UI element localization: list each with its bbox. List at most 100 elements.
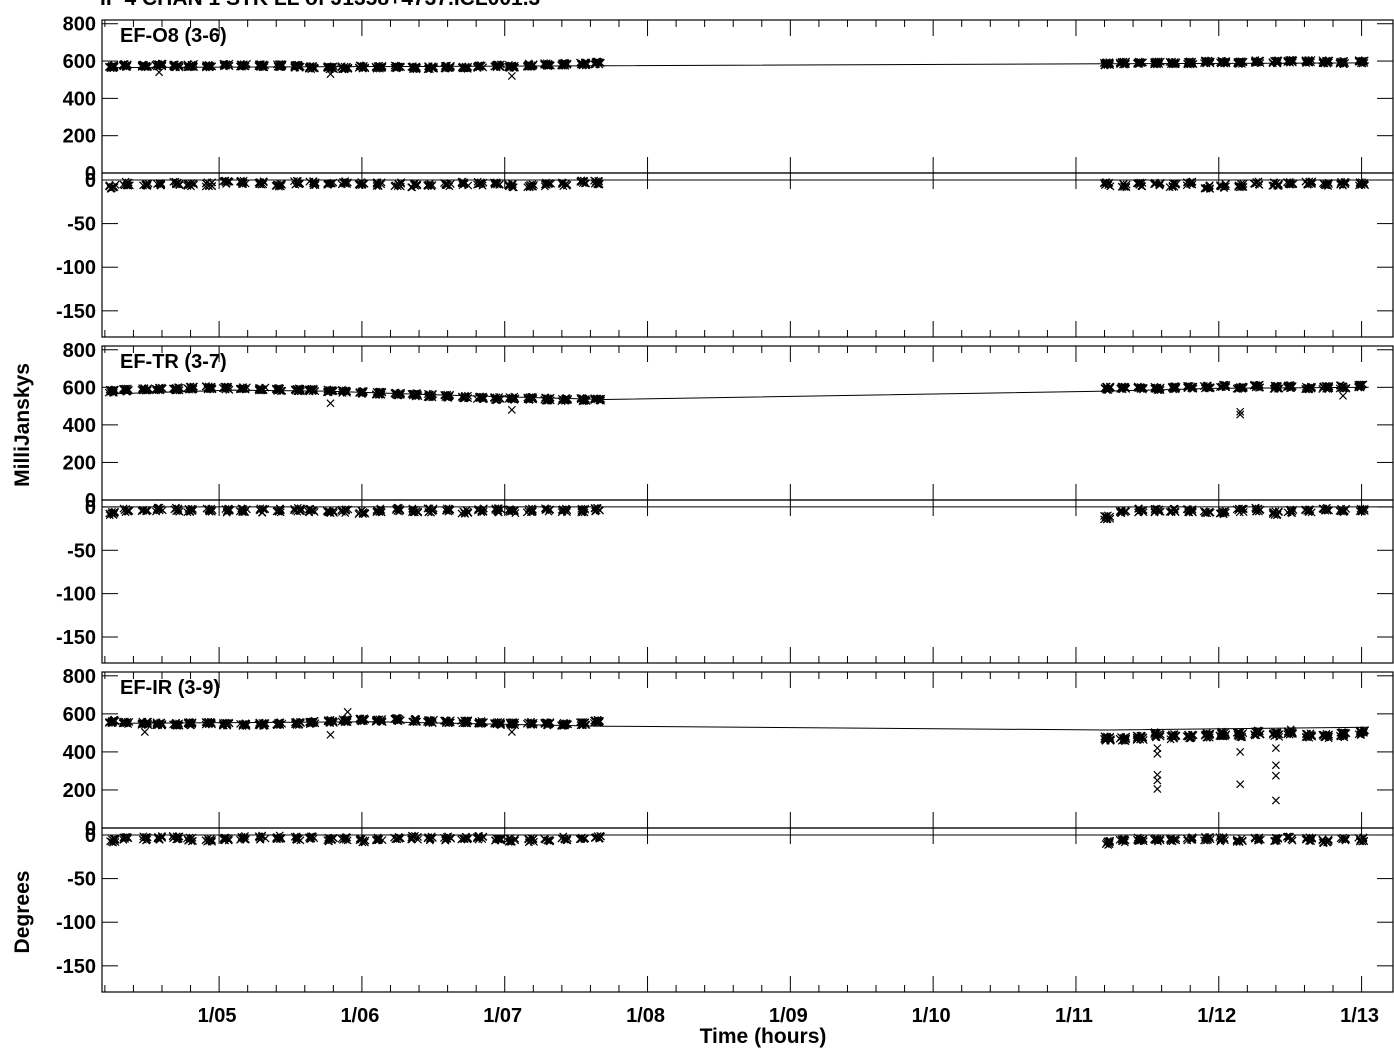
amplitude-point xyxy=(544,62,553,71)
phase-point xyxy=(1234,181,1243,190)
phase-point xyxy=(290,506,299,515)
phase-point xyxy=(1323,838,1332,847)
amplitude-points xyxy=(104,707,1370,805)
amplitude-point xyxy=(1166,731,1175,740)
phase-point xyxy=(545,836,554,845)
amplitude-outlier xyxy=(507,727,516,736)
phase-point xyxy=(275,831,284,840)
phase-y-tick-label: -100 xyxy=(56,912,96,934)
amplitude-point xyxy=(559,60,568,69)
amp-y-tick-label: 600 xyxy=(63,377,96,399)
phase-point xyxy=(1154,507,1163,516)
phase-point xyxy=(327,179,336,188)
amplitude-point xyxy=(1215,731,1224,740)
phase-point xyxy=(408,504,417,513)
amplitude-point xyxy=(138,384,147,393)
amplitude-point xyxy=(183,60,192,69)
amplitude-point xyxy=(1306,729,1315,738)
phase-point xyxy=(1308,177,1317,186)
amplitude-point xyxy=(291,718,300,727)
phase-point xyxy=(329,178,338,187)
phase-point xyxy=(1117,506,1126,515)
amplitude-point xyxy=(338,388,347,397)
phase-points xyxy=(105,176,1370,193)
phase-point xyxy=(292,179,301,188)
amplitude-point xyxy=(475,718,484,727)
amplitude-point xyxy=(1341,728,1350,737)
amplitude-point xyxy=(1356,730,1365,739)
amplitude-point xyxy=(256,60,265,69)
phase-point xyxy=(175,507,184,516)
phase-y-tick-label: -100 xyxy=(56,257,96,279)
amplitude-point xyxy=(340,62,349,71)
phase-point xyxy=(510,505,519,515)
amplitude-point xyxy=(203,383,212,392)
phase-point xyxy=(142,836,151,845)
amplitude-point xyxy=(1301,58,1310,67)
phase-point xyxy=(1284,834,1293,843)
phase-point xyxy=(426,508,436,517)
phase-point xyxy=(524,834,533,843)
amplitude-outlier xyxy=(1236,407,1245,416)
amplitude-point xyxy=(121,61,130,70)
phase-point xyxy=(237,834,246,843)
amplitude-point xyxy=(1106,732,1115,741)
amplitude-point xyxy=(563,395,572,404)
amplitude-point xyxy=(546,61,555,70)
phase-point xyxy=(142,832,151,842)
phase-point xyxy=(1288,507,1297,516)
amplitude-point xyxy=(291,63,300,72)
phase-point xyxy=(1308,833,1317,842)
baseline-label: EF-IR (3-9) xyxy=(120,677,220,699)
amplitude-point xyxy=(292,718,302,727)
amplitude-point xyxy=(276,720,285,729)
amplitude-point xyxy=(1286,725,1295,734)
amplitude-point xyxy=(204,62,213,71)
amplitude-point xyxy=(124,385,133,394)
amplitude-point xyxy=(1169,382,1178,391)
phase-point xyxy=(575,835,584,844)
amplitude-point xyxy=(1183,57,1192,67)
amplitude-point xyxy=(409,389,418,398)
amplitude-point xyxy=(294,384,303,393)
amplitude-point xyxy=(581,718,590,727)
phase-point xyxy=(542,505,551,514)
amplitude-point xyxy=(1273,59,1282,68)
phase-point xyxy=(1318,504,1327,513)
amplitude-point xyxy=(375,387,384,396)
figure-title: IF 4 CHAN 1 STK LL of J1358+4737.ICL001.… xyxy=(100,0,540,10)
phase-point xyxy=(590,834,599,843)
amplitude-point xyxy=(474,719,484,728)
amplitude-point xyxy=(411,62,420,71)
amplitude-point xyxy=(110,62,119,71)
phase-point xyxy=(1167,508,1176,517)
amplitude-point xyxy=(1235,729,1244,738)
phase-point xyxy=(529,837,538,846)
amplitude-outlier xyxy=(1153,744,1162,753)
phase-point xyxy=(1323,506,1332,515)
amplitude-point xyxy=(1155,729,1164,738)
phase-point xyxy=(1138,178,1147,187)
phase-point xyxy=(329,508,338,517)
amplitude-point xyxy=(254,386,263,395)
amplitude-point xyxy=(1253,382,1262,391)
amp-y-tick-label: 0 xyxy=(85,163,96,185)
phase-point xyxy=(1233,836,1243,845)
phase-point xyxy=(492,179,501,188)
phase-point xyxy=(1274,507,1283,516)
phase-point xyxy=(1322,179,1331,188)
phase-point xyxy=(1324,835,1333,844)
amplitude-point xyxy=(1219,57,1228,66)
amp-y-tick-label: 0 xyxy=(85,490,96,512)
phase-point xyxy=(1341,835,1350,844)
baseline-label: EF-TR (3-7) xyxy=(120,351,227,373)
phase-point xyxy=(204,836,213,845)
amplitude-point xyxy=(541,396,550,405)
phase-point xyxy=(590,179,599,188)
phase-point xyxy=(372,505,381,514)
amplitude-point xyxy=(308,717,317,726)
phase-point xyxy=(323,180,332,189)
phase-point xyxy=(292,833,301,842)
amplitude-outlier xyxy=(1153,784,1162,794)
